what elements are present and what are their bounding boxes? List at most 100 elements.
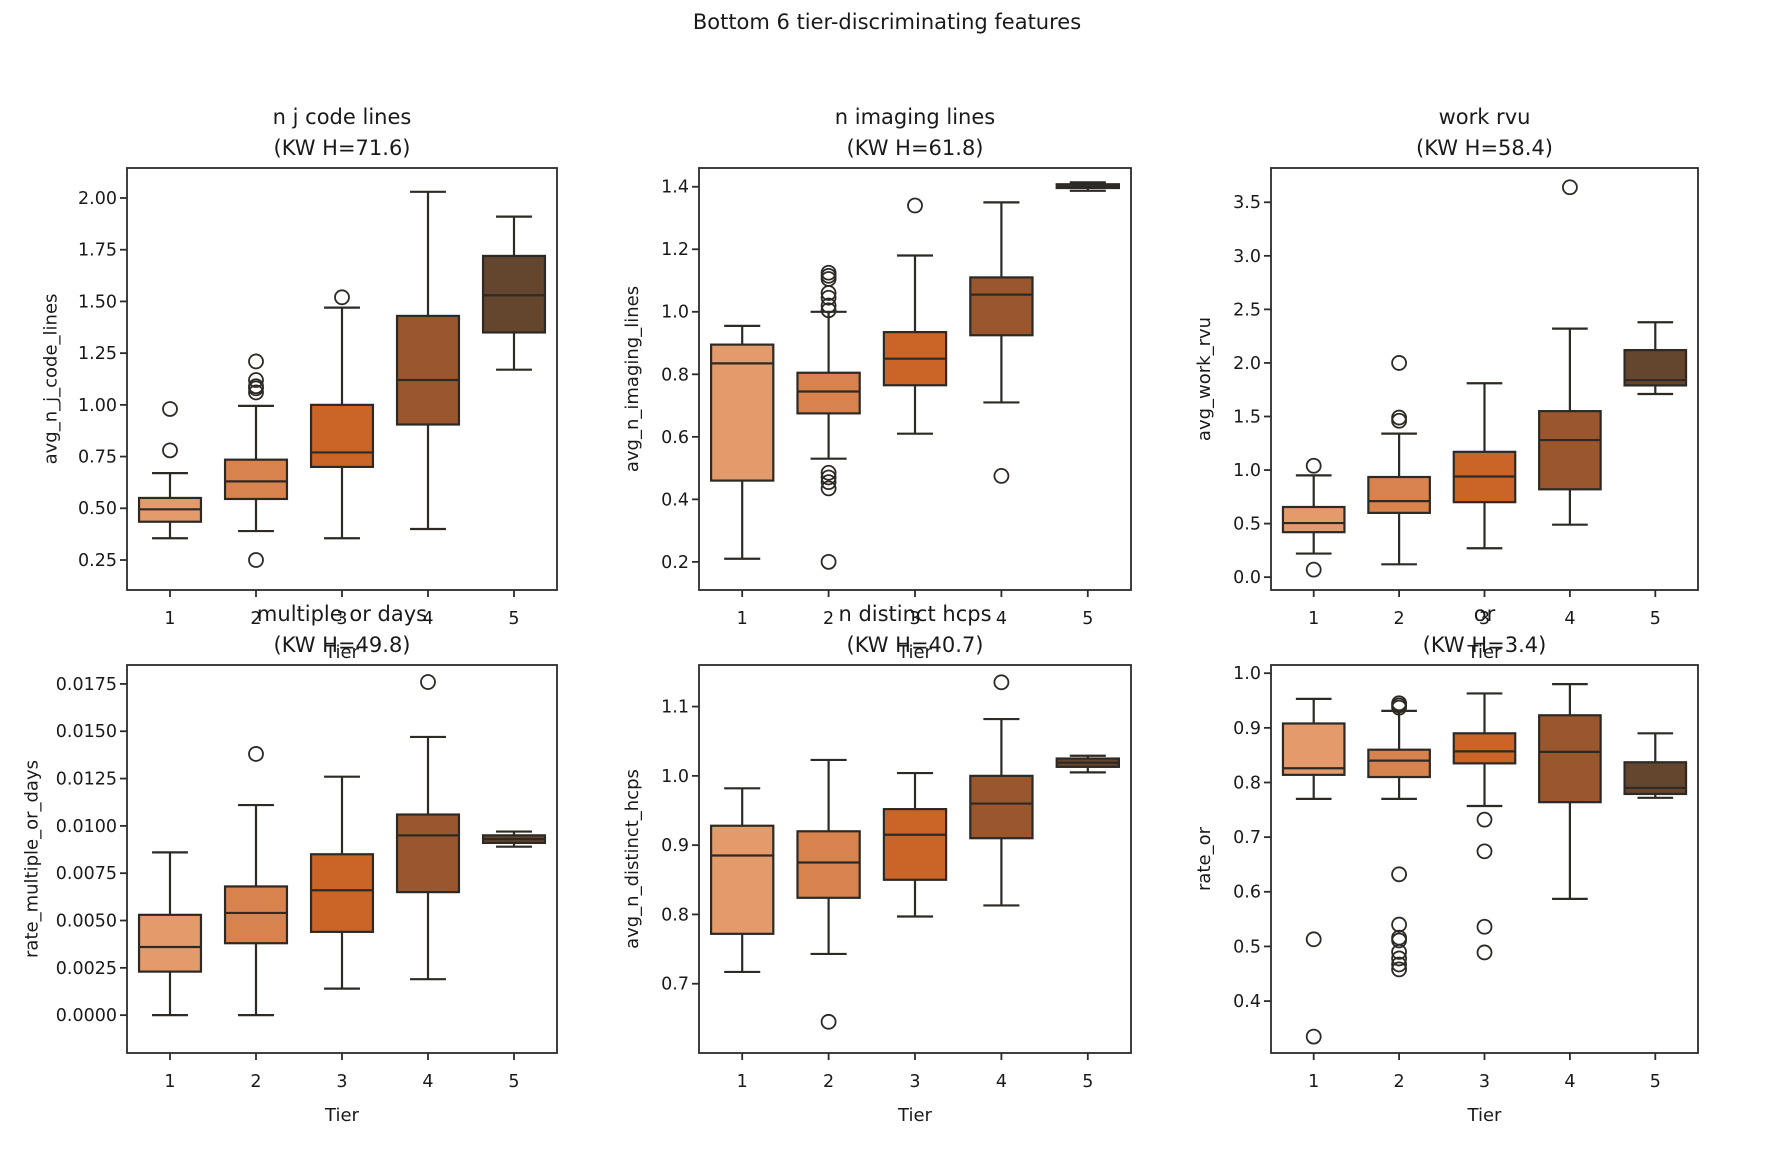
y-tick-label: 0.9	[1233, 719, 1261, 739]
x-tick-label: 3	[1479, 1072, 1490, 1092]
box-tier-4	[1538, 179, 1602, 526]
y-tick-label: 0.4	[661, 490, 689, 510]
subplot-title: n distinct hcps	[838, 602, 991, 626]
subplot-title: or	[1474, 602, 1496, 626]
x-tick-label: 4	[1564, 609, 1575, 629]
box-tier-1	[137, 851, 203, 1017]
x-tick-label: 2	[1394, 1072, 1405, 1092]
x-tick-label: 5	[1082, 609, 1093, 629]
outlier-point	[820, 289, 837, 306]
outlier-point	[820, 474, 837, 491]
subplot-n-imaging-lines: n imaging lines (KW H=61.8) 0.2 0.4 0.6 0.8 1.…	[622, 105, 1132, 663]
iqr-box	[223, 885, 289, 945]
outlier-point	[1562, 179, 1578, 196]
outlier-point	[1476, 843, 1493, 860]
outlier-point	[1391, 916, 1407, 933]
y-axis-label: rate_or	[1194, 826, 1215, 891]
box-tier-4	[395, 190, 461, 531]
y-tick-label: 1.4	[661, 178, 689, 198]
box-tier-1	[137, 401, 203, 540]
box-tier-1	[1281, 457, 1346, 578]
y-tick-label: 1.25	[78, 344, 117, 364]
outlier-point	[248, 384, 264, 401]
y-tick-label: 0.6	[1233, 883, 1261, 903]
subplot-subtitle: (KW H=49.8)	[274, 633, 411, 657]
y-tick-label: 2.0	[1233, 354, 1261, 374]
subplot-or: or (KW H=3.4) 0.4 0.5 0.6 0.7 0.8 0.9 1.0 1 2 3 4 5 Ti…	[1194, 602, 1699, 1126]
iqr-box	[709, 824, 775, 935]
outlier-point	[248, 552, 264, 568]
x-tick-label: 2	[250, 1072, 261, 1092]
outlier-point	[1305, 561, 1322, 578]
x-tick-label: 1	[737, 1072, 748, 1092]
y-tick-label: 0.0	[1233, 568, 1261, 588]
x-tick-label: 4	[996, 609, 1007, 629]
box-tier-4	[969, 674, 1034, 907]
y-tick-label: 0.5	[1233, 937, 1261, 957]
y-tick-label: 1.0	[661, 767, 689, 787]
x-axis-label: Tier	[897, 642, 933, 663]
y-tick-label: 0.8	[661, 365, 689, 385]
box-tier-3	[309, 289, 375, 540]
outlier-point	[1391, 355, 1407, 371]
box-tier-3	[1452, 382, 1517, 550]
iqr-box	[223, 458, 289, 501]
box-tier-5	[481, 215, 547, 371]
box-tier-2	[1367, 355, 1431, 566]
y-tick-label: 0.8	[1233, 773, 1261, 793]
outlier-point	[1391, 944, 1407, 960]
box-tier-3	[882, 197, 948, 435]
outlier-point	[334, 289, 350, 306]
figure-title: Bottom 6 tier-discriminating features	[692, 10, 1082, 34]
subplot-title: n j code lines	[273, 105, 412, 129]
y-tick-label: 3.0	[1233, 247, 1261, 267]
y-tick-label: 0.2	[661, 553, 689, 573]
subplot-subtitle: (KW H=61.8)	[847, 136, 984, 160]
box-tier-3	[882, 771, 948, 918]
x-tick-label: 1	[1308, 1072, 1319, 1092]
box-tier-5	[1055, 181, 1121, 192]
iqr-box	[395, 813, 461, 894]
iqr-box	[1538, 714, 1602, 804]
y-tick-label: 3.5	[1233, 193, 1261, 213]
y-tick-label: 2.5	[1233, 300, 1261, 320]
axes-border	[1270, 167, 1699, 591]
y-tick-label: 0.8	[661, 905, 689, 925]
y-tick-label: 0.0050	[56, 911, 117, 931]
y-tick-label: 0.50	[78, 499, 117, 519]
box-tier-2	[223, 746, 289, 1017]
y-tick-label: 1.0	[1233, 461, 1261, 481]
outlier-point	[820, 267, 837, 284]
outlier-point	[1391, 950, 1407, 967]
box-tier-3	[1452, 692, 1517, 961]
box-tier-1	[1281, 697, 1346, 1045]
iqr-box	[1623, 761, 1688, 796]
x-tick-label: 3	[336, 1072, 347, 1092]
y-tick-label: 1.5	[1233, 407, 1261, 427]
y-tick-label: 0.4	[1233, 992, 1261, 1012]
subplot-subtitle: (KW H=3.4)	[1423, 633, 1547, 657]
x-tick-label: 4	[996, 1072, 1007, 1092]
axes-border	[698, 167, 1132, 591]
outlier-point	[248, 746, 264, 762]
iqr-box	[796, 371, 861, 415]
box-tier-4	[395, 674, 461, 981]
y-tick-label: 0.6	[661, 428, 689, 448]
outlier-point	[1391, 409, 1407, 426]
outlier-point	[248, 353, 264, 370]
x-axis-label: Tier	[897, 1105, 933, 1126]
iqr-box	[1367, 748, 1431, 779]
box-tier-2	[223, 353, 289, 568]
outlier-point	[993, 468, 1010, 484]
iqr-box	[882, 808, 948, 881]
y-tick-label: 0.5	[1233, 515, 1261, 535]
outlier-point	[907, 197, 923, 214]
box-tier-1	[709, 324, 775, 560]
outlier-point	[248, 378, 264, 395]
outlier-point	[162, 401, 178, 417]
y-tick-label: 0.0125	[56, 770, 117, 790]
x-tick-label: 5	[508, 609, 519, 629]
outlier-point	[420, 674, 436, 690]
iqr-box	[969, 276, 1034, 337]
